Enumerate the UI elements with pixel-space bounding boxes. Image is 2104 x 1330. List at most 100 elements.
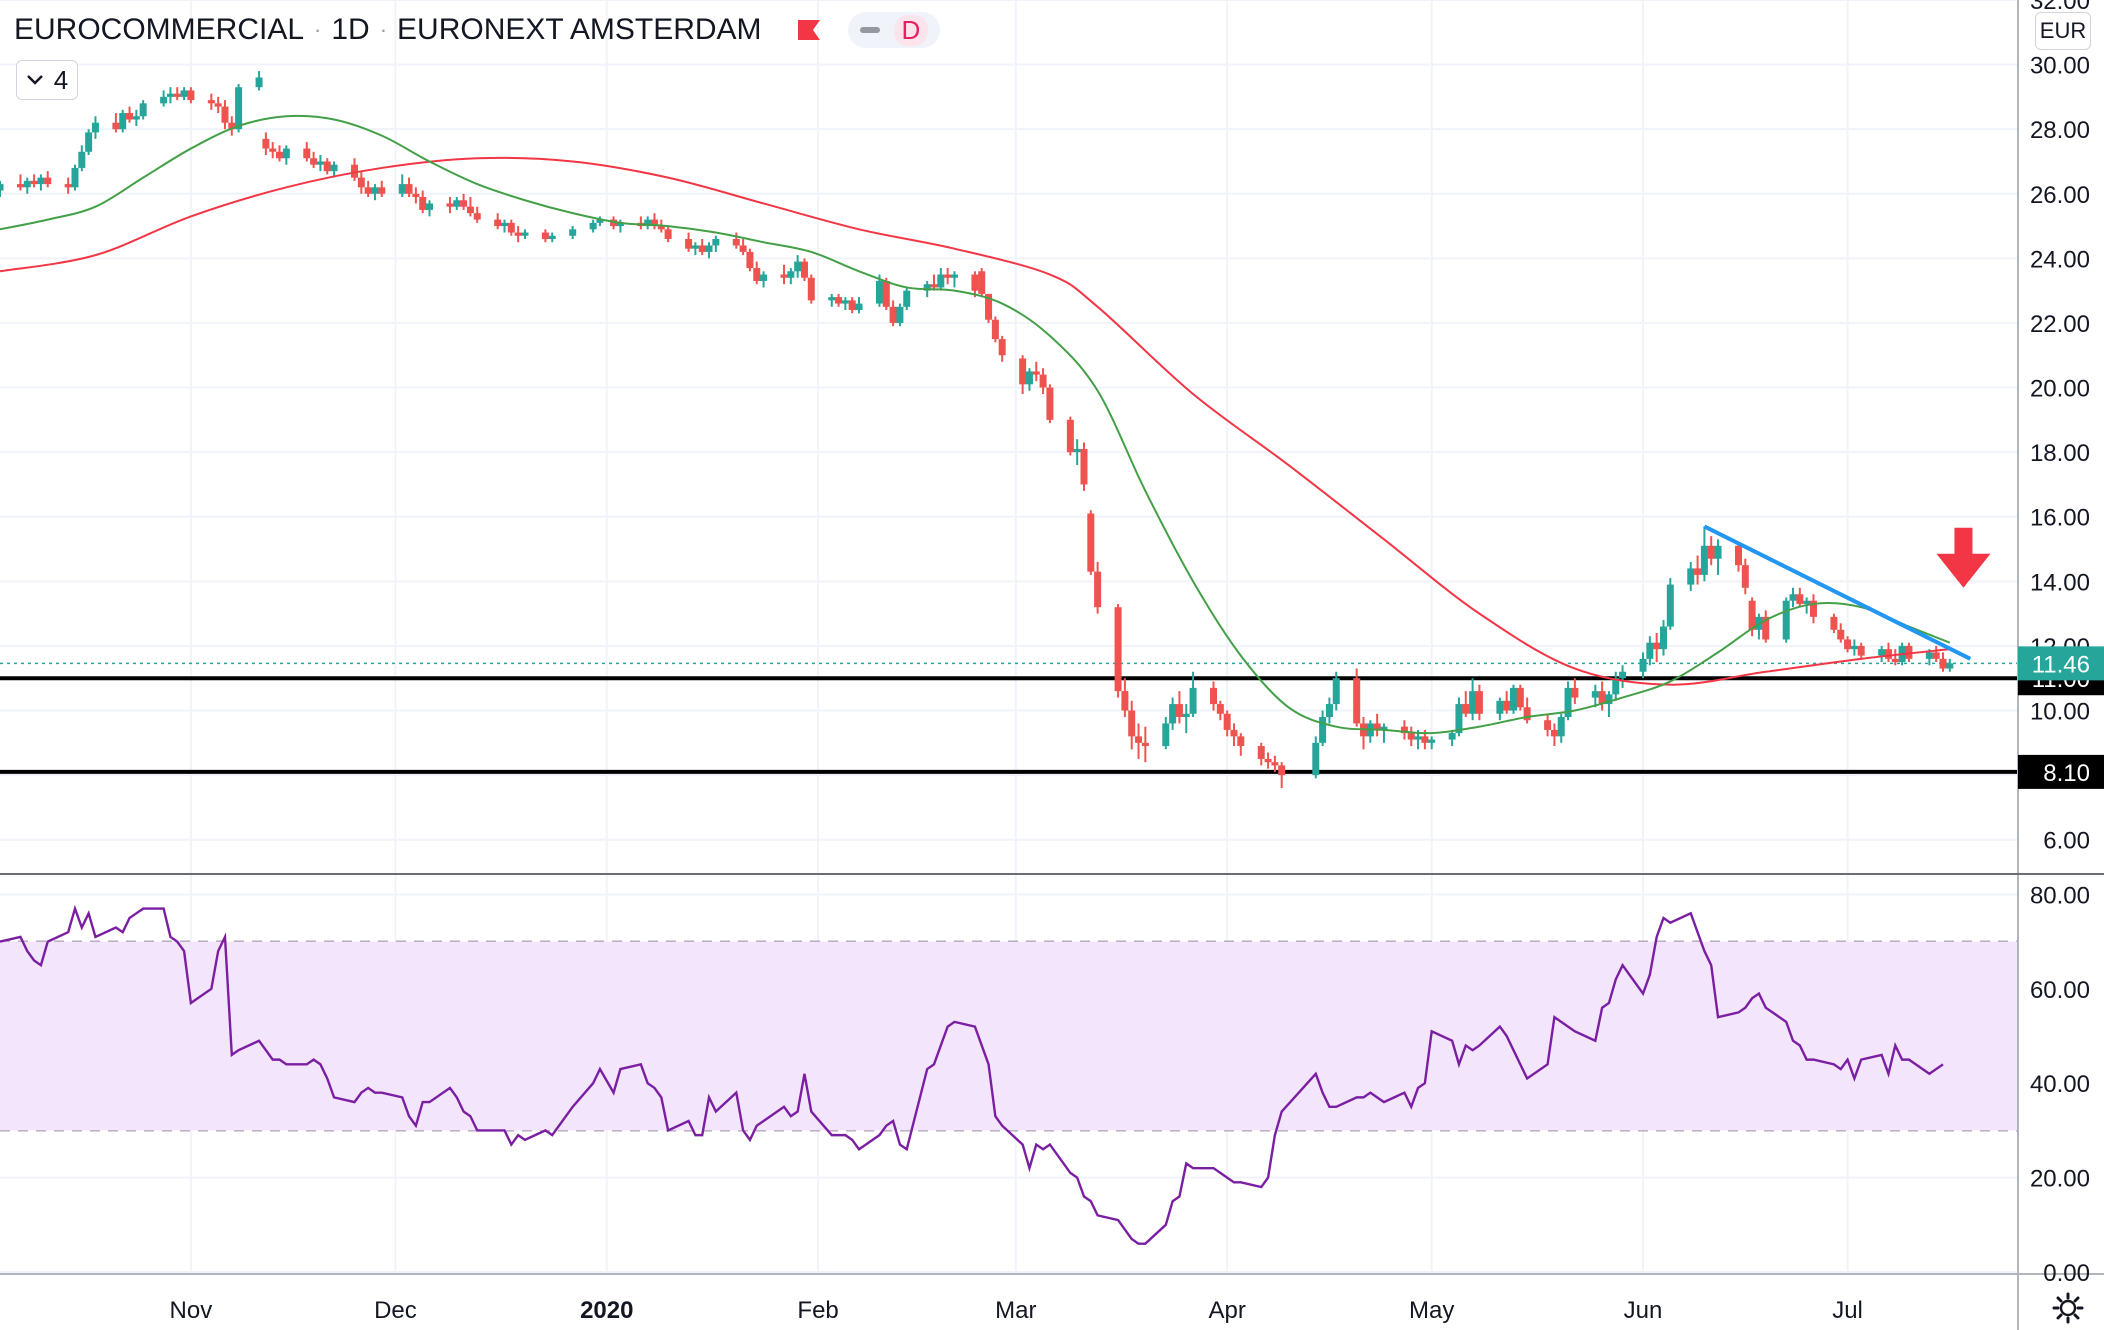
- last-price-bg: [2018, 646, 2104, 681]
- y-tick-label: 24.00: [2030, 246, 2090, 273]
- y-tick-label: 22.00: [2030, 311, 2090, 338]
- candle-body: [1353, 678, 1361, 724]
- candle-body: [875, 280, 883, 304]
- candle-body: [1332, 678, 1340, 705]
- candle-body: [1407, 733, 1415, 740]
- candle-body: [1884, 649, 1892, 659]
- candle-body: [1025, 371, 1033, 385]
- candle-body: [596, 219, 604, 223]
- candle-body: [1462, 704, 1470, 714]
- candle-body: [712, 238, 720, 246]
- interval[interactable]: 1D: [331, 13, 370, 46]
- candle-body: [828, 297, 836, 301]
- candle-body: [357, 177, 365, 188]
- gear-icon[interactable]: [2052, 1292, 2084, 1324]
- y-tick-label: 6.00: [2043, 828, 2090, 855]
- candle-body: [657, 226, 665, 230]
- y-tick-label: 20.00: [2030, 376, 2090, 403]
- candle-body: [119, 113, 127, 130]
- candle-body: [139, 103, 147, 117]
- candle-body: [1932, 652, 1940, 659]
- candle-body: [262, 138, 270, 149]
- candle-body: [1496, 700, 1504, 714]
- candle-body: [1748, 600, 1756, 630]
- currency-button[interactable]: EUR: [2035, 12, 2091, 50]
- y-tick-label: 30.00: [2030, 53, 2090, 80]
- separator: ·: [379, 17, 388, 42]
- candle-body: [1523, 707, 1531, 721]
- candle-body: [800, 261, 808, 278]
- candle-body: [548, 235, 556, 239]
- candle-body: [1230, 729, 1238, 737]
- candle-body: [664, 229, 672, 239]
- candle-body: [398, 184, 406, 194]
- candle-body: [1373, 723, 1381, 730]
- candle-body: [985, 293, 993, 320]
- candle-body: [1564, 687, 1572, 717]
- candle-body: [610, 219, 618, 227]
- candle-body: [1039, 374, 1047, 388]
- x-tick-label: May: [1409, 1297, 1454, 1324]
- candle-body: [569, 229, 577, 236]
- candle-body: [30, 180, 38, 185]
- flag-icon[interactable]: [796, 17, 822, 43]
- candle-body: [1809, 600, 1817, 617]
- candle-body: [269, 148, 277, 152]
- candle-body: [1653, 642, 1661, 650]
- candle-body: [85, 132, 93, 152]
- candle-body: [1216, 704, 1224, 714]
- exchange-name: EURONEXT AMSTERDAM: [397, 13, 762, 46]
- candle-body: [521, 232, 529, 236]
- candle-body: [848, 300, 856, 311]
- candle-body: [446, 203, 454, 207]
- candle-body: [494, 219, 502, 227]
- candle-body: [180, 90, 188, 97]
- candle-body: [923, 284, 931, 291]
- candle-body: [937, 274, 945, 288]
- rsi-tick-label: 40.00: [2030, 1071, 2090, 1098]
- candle-body: [466, 206, 474, 214]
- mode-pill[interactable]: D: [847, 12, 941, 48]
- candle-body: [691, 245, 699, 249]
- candle-body: [1857, 645, 1865, 656]
- candle-body: [160, 96, 168, 104]
- candle-body: [903, 290, 911, 307]
- ma-slow-line: [0, 156, 1950, 686]
- candle-body: [166, 93, 174, 97]
- candle-body: [1046, 387, 1054, 420]
- candle-body: [426, 203, 434, 210]
- candle-body: [998, 339, 1006, 356]
- candle-body: [1694, 568, 1702, 575]
- rsi-band: [0, 941, 2018, 1131]
- rsi-line: [0, 904, 1944, 1245]
- candle-body: [841, 300, 849, 304]
- candle-body: [1762, 616, 1770, 640]
- symbol-name[interactable]: EUROCOMMERCIAL: [14, 13, 305, 46]
- candle-body: [228, 122, 236, 130]
- candle-body: [1844, 639, 1852, 650]
- candle-body: [780, 274, 788, 278]
- candle-body: [896, 306, 904, 323]
- candle-body: [1019, 358, 1027, 385]
- candle-body: [753, 268, 761, 281]
- candle-body: [514, 232, 522, 236]
- candle-body: [944, 274, 952, 278]
- candle-body: [1598, 691, 1606, 705]
- price-label: 8.10: [2043, 760, 2090, 787]
- candle-body: [1162, 723, 1170, 747]
- candle-body: [1946, 663, 1954, 669]
- horizontal-lines: [0, 662, 2018, 774]
- indicators-toggle[interactable]: 4: [16, 60, 78, 100]
- candle-body: [1475, 691, 1483, 714]
- candle-body: [1544, 720, 1552, 730]
- trendline[interactable]: [1703, 524, 1972, 661]
- rsi-tick-label: 0.00: [2043, 1260, 2090, 1287]
- indicator-count: 4: [53, 64, 69, 95]
- candle-body: [132, 116, 140, 120]
- candle-body: [1891, 658, 1899, 663]
- candle-body: [650, 219, 658, 227]
- candle-body: [889, 306, 897, 323]
- down-arrow-icon: [1936, 527, 1991, 588]
- candle-body: [173, 93, 181, 97]
